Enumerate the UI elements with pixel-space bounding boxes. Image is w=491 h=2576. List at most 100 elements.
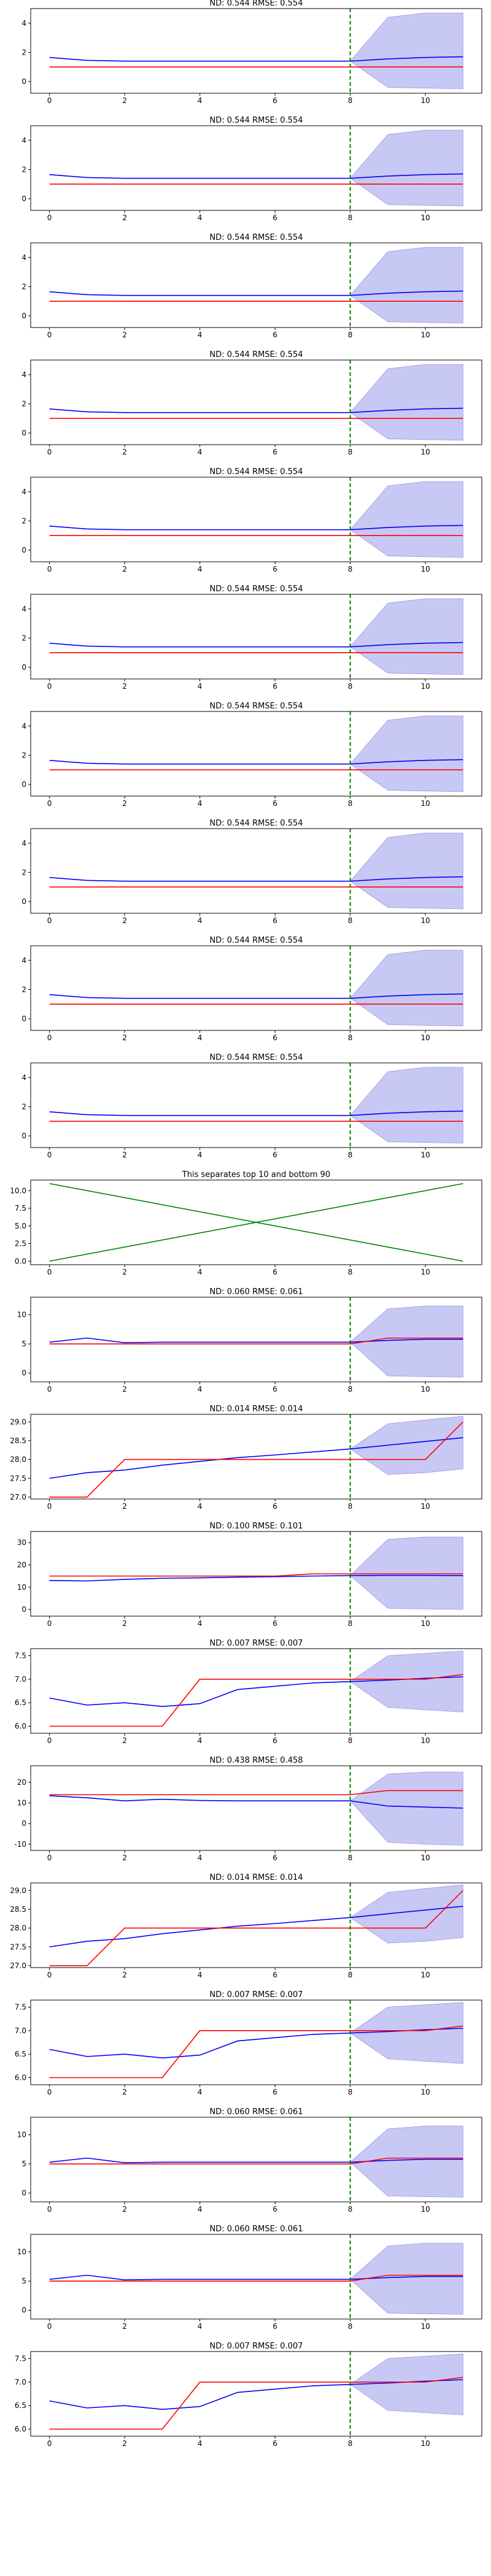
subplot-17: ND: 0.014 RMSE: 0.014 0 2 4 6 8 10 27.0 27.5 28.0… — [10, 1873, 482, 1979]
subplot-1: ND: 0.544 RMSE: 0.554 0 2 4 6 8 10 0 2 4 — [21, 0, 482, 105]
series-line-1 — [49, 1906, 463, 1948]
x-tick-label: 0 — [47, 1268, 52, 1276]
y-tick-label: 7.5 — [15, 1204, 26, 1213]
subplot-title: ND: 0.060 RMSE: 0.061 — [209, 2107, 303, 2117]
plot-area — [49, 1531, 463, 1616]
x-tick-label: 6 — [273, 1736, 277, 1745]
series-line-2 — [49, 1337, 463, 1344]
y-tick-label: 10 — [17, 1583, 26, 1592]
x-tick-label: 0 — [47, 1385, 52, 1393]
y-tick-label: 7.0 — [15, 2026, 26, 2035]
axes-frame — [30, 1882, 482, 1968]
x-tick-label: 10 — [420, 2088, 430, 2096]
prediction-interval-band — [350, 1771, 463, 1846]
series-line-1 — [49, 876, 463, 882]
x-tick-label: 4 — [198, 1853, 203, 1862]
y-tick-label: 2 — [21, 634, 26, 642]
x-tick-label: 0 — [47, 1853, 52, 1862]
series-line-1 — [49, 759, 463, 765]
prediction-interval-band — [350, 129, 463, 207]
x-tick-label: 0 — [47, 2439, 52, 2448]
plot-area — [49, 9, 463, 93]
x-tick-label: 10 — [420, 2205, 430, 2214]
y-tick-label: 10.0 — [10, 1186, 26, 1195]
x-tick-label: 4 — [198, 2322, 203, 2331]
y-tick-label: 5.0 — [15, 1222, 26, 1230]
x-tick-label: 6 — [273, 2439, 277, 2448]
x-tick-label: 8 — [348, 2439, 353, 2448]
subplot-4: ND: 0.544 RMSE: 0.554 0 2 4 6 8 10 0 2 4 — [21, 350, 482, 456]
x-tick-label: 4 — [198, 213, 203, 222]
y-tick-label: 2.5 — [15, 1240, 26, 1248]
axes-frame — [30, 945, 482, 1031]
x-tick-label: 8 — [348, 331, 353, 339]
x-tick-label: 10 — [420, 1971, 430, 1979]
x-tick-label: 2 — [122, 565, 127, 573]
x-tick-label: 6 — [273, 96, 277, 105]
x-tick-label: 2 — [122, 2439, 127, 2448]
plot-area — [49, 477, 463, 562]
y-tick-label: 4 — [21, 136, 26, 145]
y-tick-label: 0 — [21, 429, 26, 437]
x-tick-label: 10 — [420, 565, 430, 573]
x-tick-label: 6 — [273, 565, 277, 573]
x-tick-label: 4 — [198, 96, 203, 105]
y-tick-label: 0 — [21, 77, 26, 86]
x-tick-label: 0 — [47, 213, 52, 222]
subplot-15: ND: 0.007 RMSE: 0.007 0 2 4 6 8 10 6.0 6.5 7.0 7.5 — [15, 1639, 482, 1745]
x-tick-label: 0 — [47, 96, 52, 105]
y-tick-label: 0 — [21, 2306, 26, 2315]
subplot-title: ND: 0.544 RMSE: 0.554 — [209, 1053, 303, 1062]
y-tick-label: 20 — [17, 1778, 26, 1787]
x-tick-label: 2 — [122, 2322, 127, 2331]
x-tick-label: 2 — [122, 1151, 127, 1159]
subplot-title: ND: 0.544 RMSE: 0.554 — [209, 585, 303, 594]
prediction-interval-band — [350, 2125, 463, 2198]
y-tick-label: 2 — [21, 1102, 26, 1111]
y-tick-label: 29.0 — [10, 1417, 26, 1426]
subplot-title: ND: 0.544 RMSE: 0.554 — [209, 467, 303, 477]
x-tick-label: 4 — [198, 916, 203, 925]
x-tick-label: 2 — [122, 799, 127, 808]
x-tick-label: 10 — [420, 2439, 430, 2448]
x-tick-label: 0 — [47, 1971, 52, 1979]
x-tick-label: 6 — [273, 1268, 277, 1276]
subplot-title: ND: 0.544 RMSE: 0.554 — [209, 350, 303, 359]
y-tick-label: 0 — [21, 1605, 26, 1614]
plot-area — [49, 2352, 463, 2436]
subplot-title: ND: 0.007 RMSE: 0.007 — [209, 1639, 303, 1648]
subplot-10: ND: 0.544 RMSE: 0.554 0 2 4 6 8 10 0 2 4 — [21, 1053, 482, 1159]
x-tick-label: 0 — [47, 1502, 52, 1511]
y-tick-label: 7.5 — [15, 1652, 26, 1660]
plot-area — [49, 1183, 463, 1262]
subplot-title: ND: 0.014 RMSE: 0.014 — [209, 1405, 303, 1414]
axes-frame — [30, 2351, 482, 2437]
x-tick-label: 8 — [348, 2322, 353, 2331]
x-tick-label: 2 — [122, 1619, 127, 1628]
x-tick-label: 10 — [420, 1853, 430, 1862]
subplot-title: ND: 0.544 RMSE: 0.554 — [209, 702, 303, 711]
axes-frame — [30, 1648, 482, 1734]
y-tick-label: 27.0 — [10, 1493, 26, 1501]
axes-frame — [30, 1179, 482, 1265]
x-tick-label: 4 — [198, 1736, 203, 1745]
y-tick-label: 5 — [21, 2160, 26, 2168]
y-tick-label: 2 — [21, 868, 26, 876]
x-tick-label: 2 — [122, 1385, 127, 1393]
series-line-1 — [49, 173, 463, 179]
subplot-5: ND: 0.544 RMSE: 0.554 0 2 4 6 8 10 0 2 4 — [21, 467, 482, 573]
y-tick-label: 6.0 — [15, 2425, 26, 2434]
series-line-2 — [49, 1183, 463, 1262]
prediction-interval-band — [350, 364, 463, 441]
x-tick-label: 2 — [122, 1853, 127, 1862]
x-tick-label: 6 — [273, 916, 277, 925]
subplot-title: ND: 0.007 RMSE: 0.007 — [209, 1990, 303, 1999]
prediction-interval-band — [349, 2353, 463, 2415]
axes-frame — [30, 1765, 482, 1851]
x-tick-label: 8 — [348, 1033, 353, 1042]
prediction-interval-band — [350, 1067, 463, 1144]
x-tick-label: 10 — [420, 682, 430, 691]
prediction-interval-band — [349, 1416, 463, 1475]
y-tick-label: 0 — [21, 780, 26, 789]
x-tick-label: 10 — [420, 331, 430, 339]
